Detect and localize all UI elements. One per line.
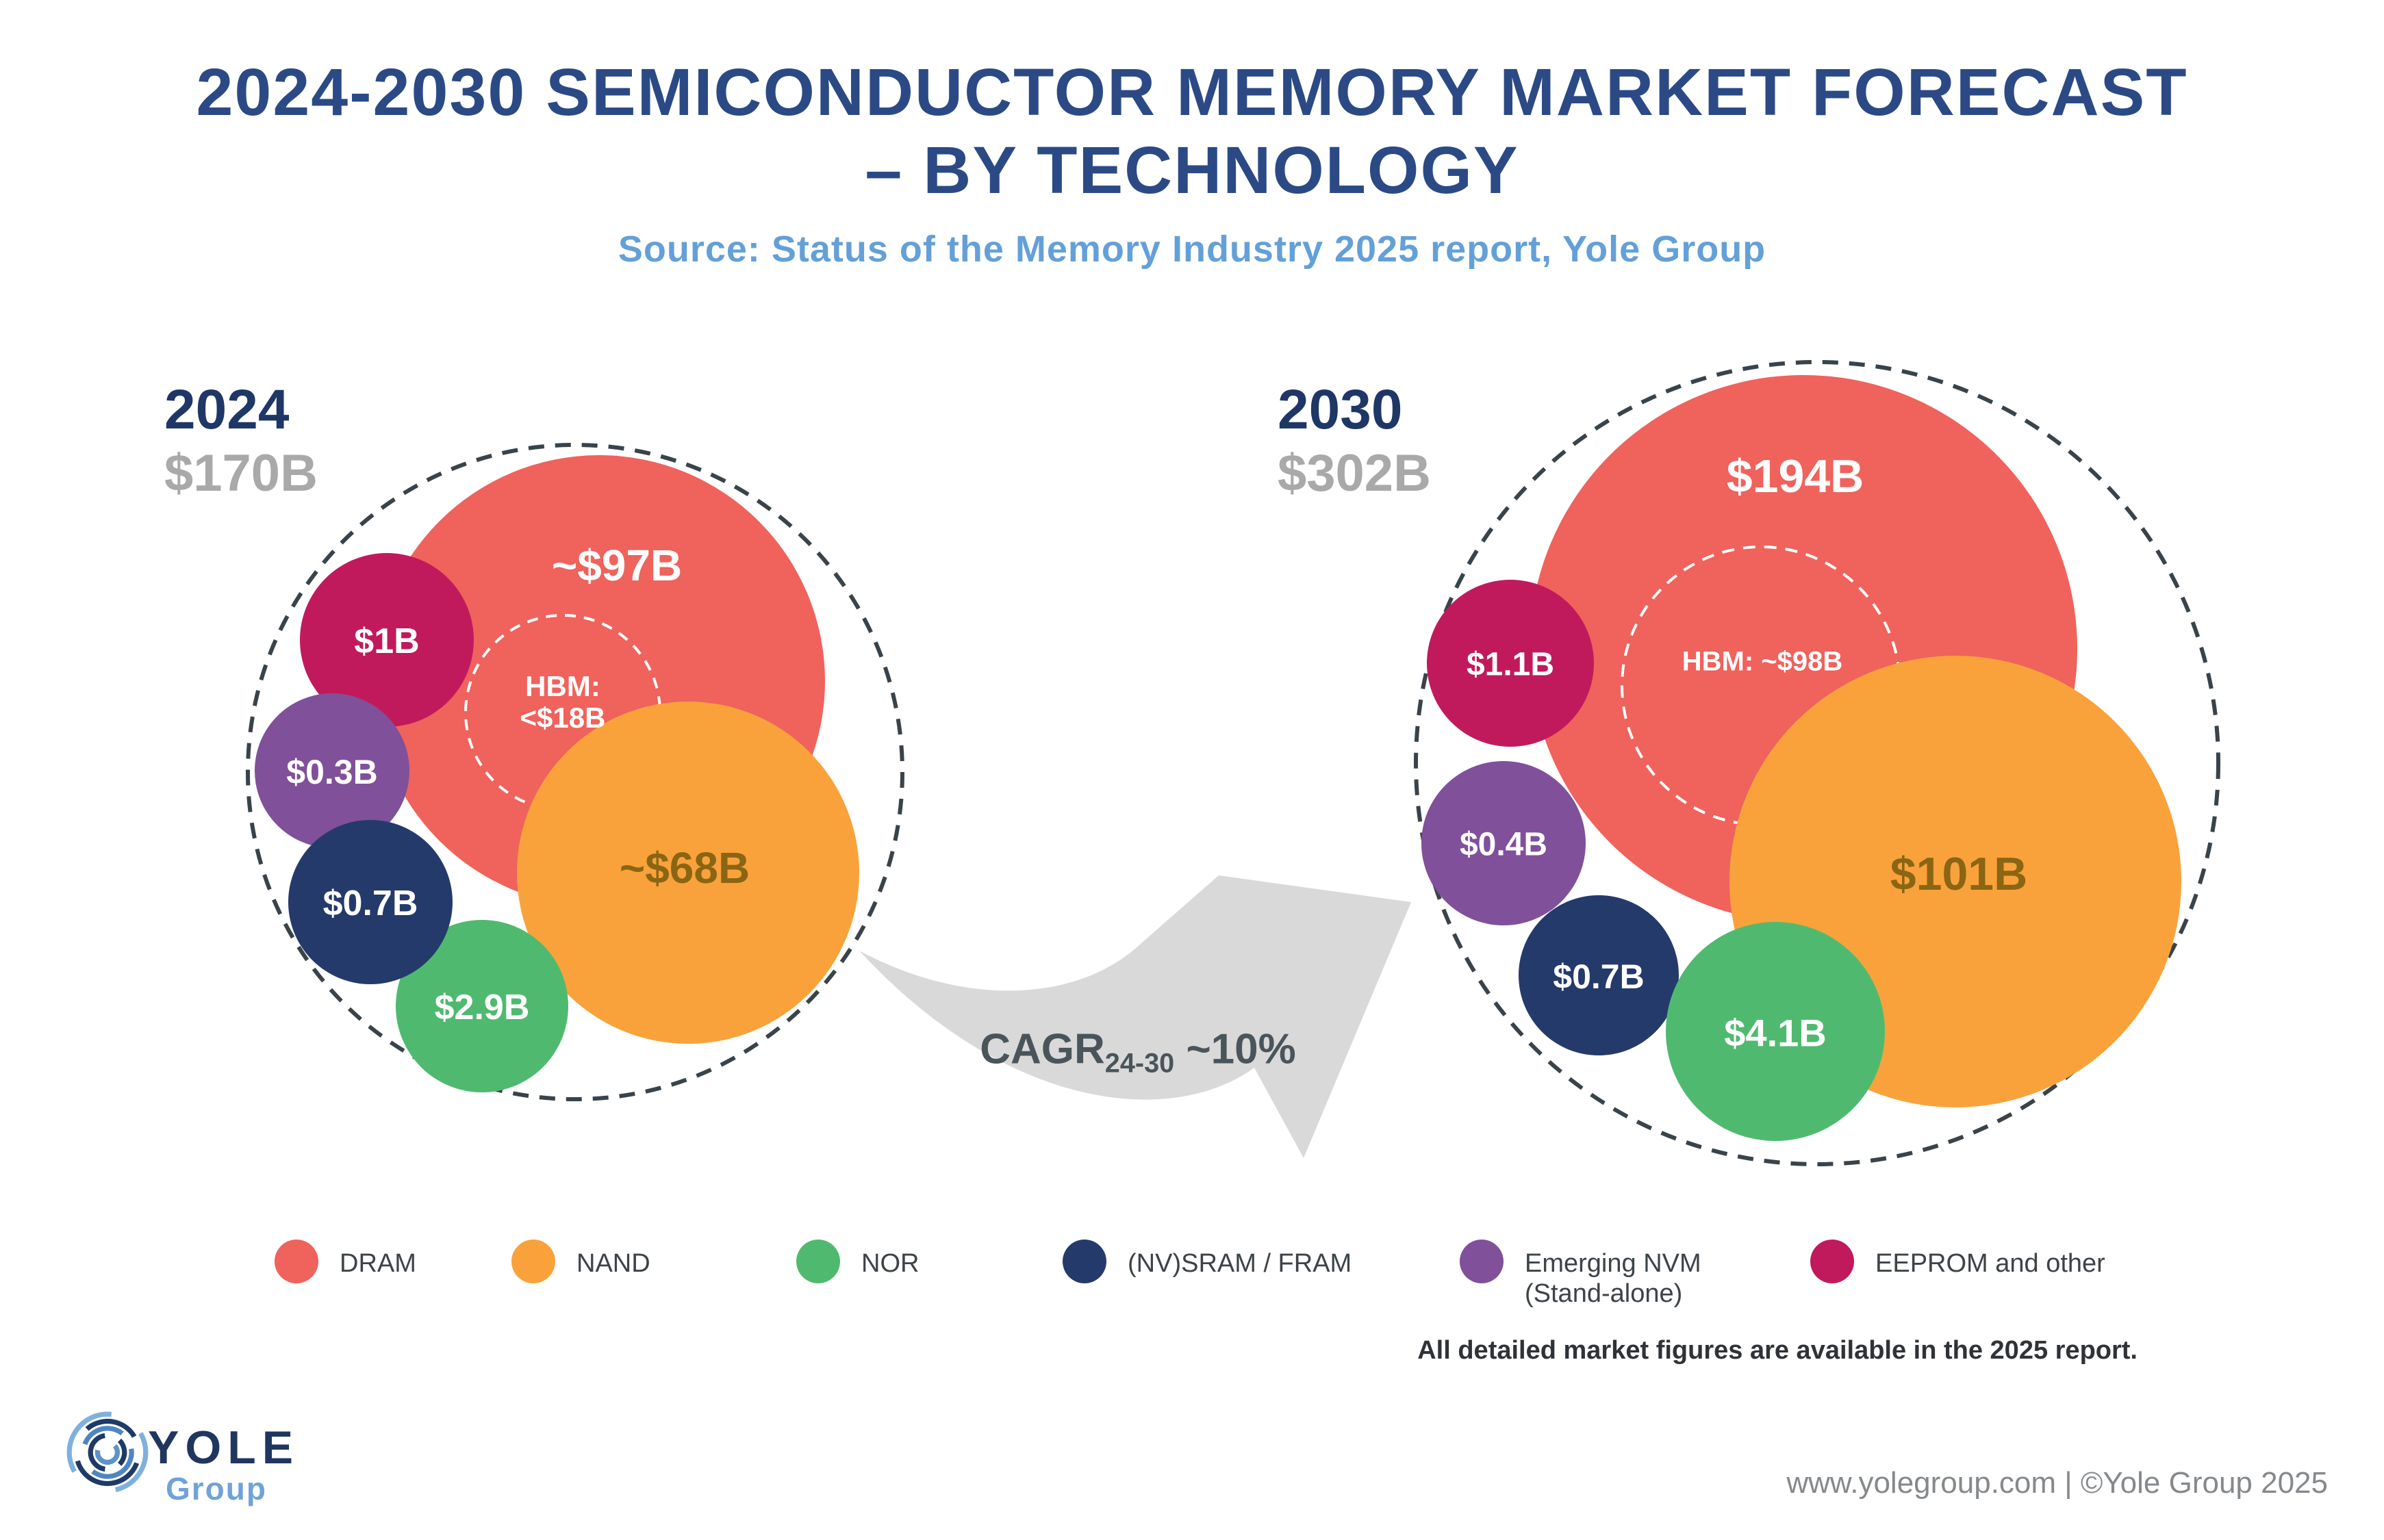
legend-label-nvm-line1: Emerging NVM (1525, 1249, 1701, 1278)
bubble-label-eeprom-2024: $1B (354, 621, 420, 661)
growth-arrow-icon (859, 875, 1411, 1158)
hbm-annotation-2024-line1: HBM: (525, 670, 600, 702)
source-subtitle: Source: Status of the Memory Industry 20… (618, 228, 1766, 270)
yole-logo-swirl-icon (66, 1411, 149, 1493)
yole-logo-subtext: Group (166, 1471, 267, 1506)
bubble-label-nor-2024: $2.9B (434, 988, 530, 1027)
legend-dot-eeprom (1810, 1240, 1854, 1283)
legend-dot-dram (275, 1240, 318, 1283)
legend-label-dram: DRAM (340, 1249, 416, 1278)
report-note: All detailed market figures are availabl… (1417, 1336, 2138, 1365)
bubble-nor-2030 (1666, 922, 1885, 1141)
bubble-label-nand-2024: ~$68B (619, 843, 750, 893)
cluster-outline-2030 (1414, 360, 2220, 1166)
bubble-label-nand-2030: $101B (1890, 848, 2028, 900)
bubble-sram-2030 (1519, 895, 1679, 1055)
hbm-annotation-2024-line2: <$18B (520, 702, 606, 734)
page-title-line2: – BY TECHNOLOGY (865, 133, 1519, 208)
legend-label-nor: NOR (861, 1249, 920, 1278)
page-title-line1: 2024-2030 SEMICONDUCTOR MEMORY MARKET FO… (196, 55, 2188, 129)
yole-logo-text: YOLE (148, 1422, 300, 1474)
legend-dot-nvm (1460, 1240, 1504, 1283)
bubble-nvm-2030 (1421, 761, 1586, 925)
bubble-label-sram-2024: $0.7B (322, 884, 418, 923)
cagr-subscript: 24-30 (1104, 1048, 1175, 1079)
bubble-label-dram-2024: ~$97B (551, 541, 683, 590)
bubble-label-nor-2030: $4.1B (1724, 1011, 1827, 1055)
legend-label-sram: (NV)SRAM / FRAM (1128, 1249, 1352, 1278)
cagr-label: CAGR24-30 ~10% (980, 1025, 1296, 1079)
year-label-2024: 2024 (164, 378, 290, 441)
bubble-sram-2024 (288, 820, 453, 984)
total-label-2024: $170B (164, 444, 318, 502)
cagr-prefix: CAGR (980, 1025, 1105, 1073)
hbm-annotation-2030: HBM: ~$98B (1682, 646, 1843, 677)
legend-label-nvm-line2: (Stand-alone) (1525, 1279, 1683, 1308)
total-label-2030: $302B (1278, 444, 1431, 502)
legend-dot-nor (796, 1240, 840, 1283)
bubble-label-nvm-2030: $0.4B (1459, 826, 1548, 863)
bubble-eeprom-2030 (1427, 580, 1594, 747)
bubble-label-eeprom-2030: $1.1B (1466, 646, 1555, 683)
cluster-outline-2024 (246, 443, 904, 1101)
legend-dot-sram (1063, 1240, 1106, 1283)
year-label-2030: 2030 (1278, 378, 1403, 441)
bubble-label-nvm-2024: $0.3B (286, 753, 378, 791)
bubble-nand-2024 (517, 702, 859, 1044)
cagr-value: ~10% (1186, 1025, 1296, 1073)
legend-label-eeprom: EEPROM and other (1875, 1249, 2105, 1278)
page-title: 2024-2030 SEMICONDUCTOR MEMORY MARKET FO… (0, 53, 2384, 210)
bubble-label-dram-2030: $194B (1726, 450, 1864, 502)
footer-credit: www.yolegroup.com | ©Yole Group 2025 (1786, 1466, 2328, 1500)
legend-label-nand: NAND (576, 1249, 650, 1278)
hbm-annotation-2024: HBM: <$18B (520, 671, 606, 734)
legend-dot-nand (511, 1240, 555, 1283)
header: 2024-2030 SEMICONDUCTOR MEMORY MARKET FO… (0, 53, 2384, 270)
legend-label-nvm: Emerging NVM (Stand-alone) (1525, 1248, 1701, 1309)
bubble-label-sram-2030: $0.7B (1553, 958, 1645, 996)
